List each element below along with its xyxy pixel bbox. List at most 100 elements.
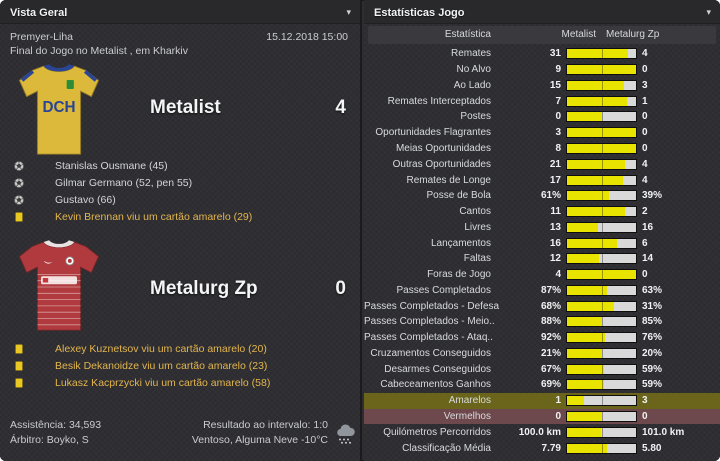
stat-home-value: 3 — [555, 127, 561, 139]
stat-away-value: 2 — [642, 206, 648, 218]
event-icon — [14, 177, 24, 188]
stat-bar-home-fill — [567, 301, 615, 311]
stat-bar — [566, 174, 637, 186]
stat-home-value: 11 — [550, 206, 561, 218]
stat-away-value: 0 — [642, 142, 648, 154]
stat-away-value: 5.80 — [642, 442, 662, 454]
stat-bar — [566, 95, 637, 107]
stat-row: Ao Lado 15 3 — [364, 78, 720, 94]
stat-bar-divider — [601, 411, 603, 421]
stat-row: Quilómetros Percorridos 100.0 km 101.0 k… — [364, 424, 720, 440]
chevron-down-icon[interactable]: ▾ — [706, 7, 711, 17]
stat-label: Passes Completados - Ataq.. — [364, 332, 493, 344]
stat-row: Livres 13 16 — [364, 219, 720, 235]
football-icon — [14, 194, 24, 205]
yellow-card-icon — [15, 377, 23, 388]
stats-rows: Remates 31 4 No Alvo 9 0 Ao Lado 15 3 Re… — [364, 46, 720, 456]
stat-bar — [566, 300, 637, 312]
event-text[interactable]: Kevin Brennan viu um cartão amarelo (29) — [55, 210, 253, 223]
stat-row: Outras Oportunidades 21 4 — [364, 156, 720, 172]
match-event-row: Alexey Kuznetsov viu um cartão amarelo (… — [0, 340, 360, 357]
event-text[interactable]: Stanislas Ousmane (45) — [55, 159, 168, 172]
stat-bar — [566, 316, 637, 328]
match-status-line: Final do Jogo no Metalist , em Kharkiv — [10, 45, 188, 57]
stat-row: Cruzamentos Conseguidos 21% 20% — [364, 346, 720, 362]
stat-bar-home-fill — [567, 443, 607, 453]
stat-bar-home-fill — [567, 238, 618, 248]
event-text[interactable]: Lukasz Kacprzycki viu um cartão amarelo … — [55, 376, 271, 389]
overview-panel-header[interactable]: Vista Geral ▾ — [0, 0, 360, 24]
stats-panel-header[interactable]: Estatísticas Jogo ▾ — [364, 0, 720, 24]
stat-bar-home-fill — [567, 254, 599, 264]
stat-bar — [566, 127, 637, 139]
event-icon — [14, 360, 24, 371]
stat-home-value: 100.0 km — [518, 426, 561, 438]
stat-bar — [566, 206, 637, 218]
stat-away-value: 4 — [642, 48, 648, 60]
stat-label: Desarmes Conseguidos — [384, 363, 491, 375]
stat-row: Remates de Longe 17 4 — [364, 172, 720, 188]
stat-bar-home-fill — [567, 80, 625, 90]
home-team-name[interactable]: Metalist — [150, 97, 221, 118]
match-info-left: Assistência: 34,593 Árbitro: Boyko, S — [10, 418, 101, 448]
stat-bar-home-fill — [567, 112, 602, 122]
overview-panel: Vista Geral ▾ Premyer-Liha 15.12.2018 15… — [0, 0, 362, 461]
stat-away-value: 16 — [642, 221, 654, 233]
stat-label: No Alvo — [456, 64, 491, 76]
stat-bar-home-fill — [567, 143, 636, 153]
stat-bar-home-fill — [567, 191, 610, 201]
stat-bar — [566, 221, 637, 233]
stat-bar — [566, 442, 637, 454]
stat-home-value: 0 — [555, 111, 561, 123]
stat-bar-home-fill — [567, 285, 608, 295]
stat-bar — [566, 158, 637, 170]
event-icon — [14, 160, 24, 171]
stat-bar-home-fill — [567, 207, 626, 217]
stat-bar — [566, 363, 637, 375]
stat-away-value: 85% — [642, 316, 663, 328]
stat-bar — [566, 332, 637, 344]
weather-text: Ventoso, Alguma Neve -10°C — [191, 434, 328, 446]
referee-text: Árbitro: Boyko, S — [10, 434, 89, 446]
away-team-name[interactable]: Metalurg Zp — [150, 278, 258, 299]
stat-home-value: 13 — [549, 221, 561, 233]
column-label-stat: Estatística — [444, 29, 491, 40]
stat-label: Passes Completados — [396, 284, 492, 296]
stat-away-value: 63% — [642, 284, 663, 296]
stat-bar — [566, 111, 637, 123]
home-team-line: Metalist 4 — [150, 97, 346, 119]
stat-label: Cabeceamentos Ganhos — [380, 379, 491, 391]
stat-row: Posse de Bola 61% 39% — [364, 188, 720, 204]
stat-row: Passes Completados - Ataq.. 92% 76% — [364, 330, 720, 346]
stat-away-value: 76% — [642, 332, 663, 344]
stat-bar-home-fill — [567, 317, 603, 327]
panel-title: Estatísticas Jogo — [374, 7, 465, 19]
stat-bar-divider — [601, 270, 603, 280]
event-text[interactable]: Alexey Kuznetsov viu um cartão amarelo (… — [55, 342, 267, 355]
stat-away-value: 4 — [642, 158, 648, 170]
stat-bar-divider — [601, 65, 603, 75]
stat-bar-home-fill — [567, 49, 629, 59]
event-text[interactable]: Gilmar Germano (52, pen 55) — [55, 176, 193, 189]
stat-bar — [566, 426, 637, 438]
match-event-row: Besik Dekanoidze viu um cartão amarelo (… — [0, 357, 360, 374]
stat-bar-divider — [601, 396, 603, 406]
stat-bar-divider — [601, 443, 603, 453]
stat-away-value: 0 — [642, 64, 648, 76]
chevron-down-icon[interactable]: ▾ — [346, 7, 351, 17]
stat-away-value: 1 — [642, 95, 648, 107]
football-icon — [14, 160, 24, 171]
stat-label: Classificação Média — [402, 442, 491, 454]
stat-bar-home-fill — [567, 364, 604, 374]
stat-label: Remates de Longe — [406, 174, 491, 186]
stat-row: Desarmes Conseguidos 67% 59% — [364, 361, 720, 377]
event-icon — [14, 194, 24, 205]
stat-away-value: 0 — [642, 111, 648, 123]
event-text[interactable]: Gustavo (66) — [55, 193, 116, 206]
stat-home-value: 4 — [555, 269, 561, 281]
stat-away-value: 0 — [642, 269, 648, 281]
event-text[interactable]: Besik Dekanoidze viu um cartão amarelo (… — [55, 359, 268, 372]
stat-bar — [566, 48, 637, 60]
stat-row: Remates 31 4 — [364, 46, 720, 62]
